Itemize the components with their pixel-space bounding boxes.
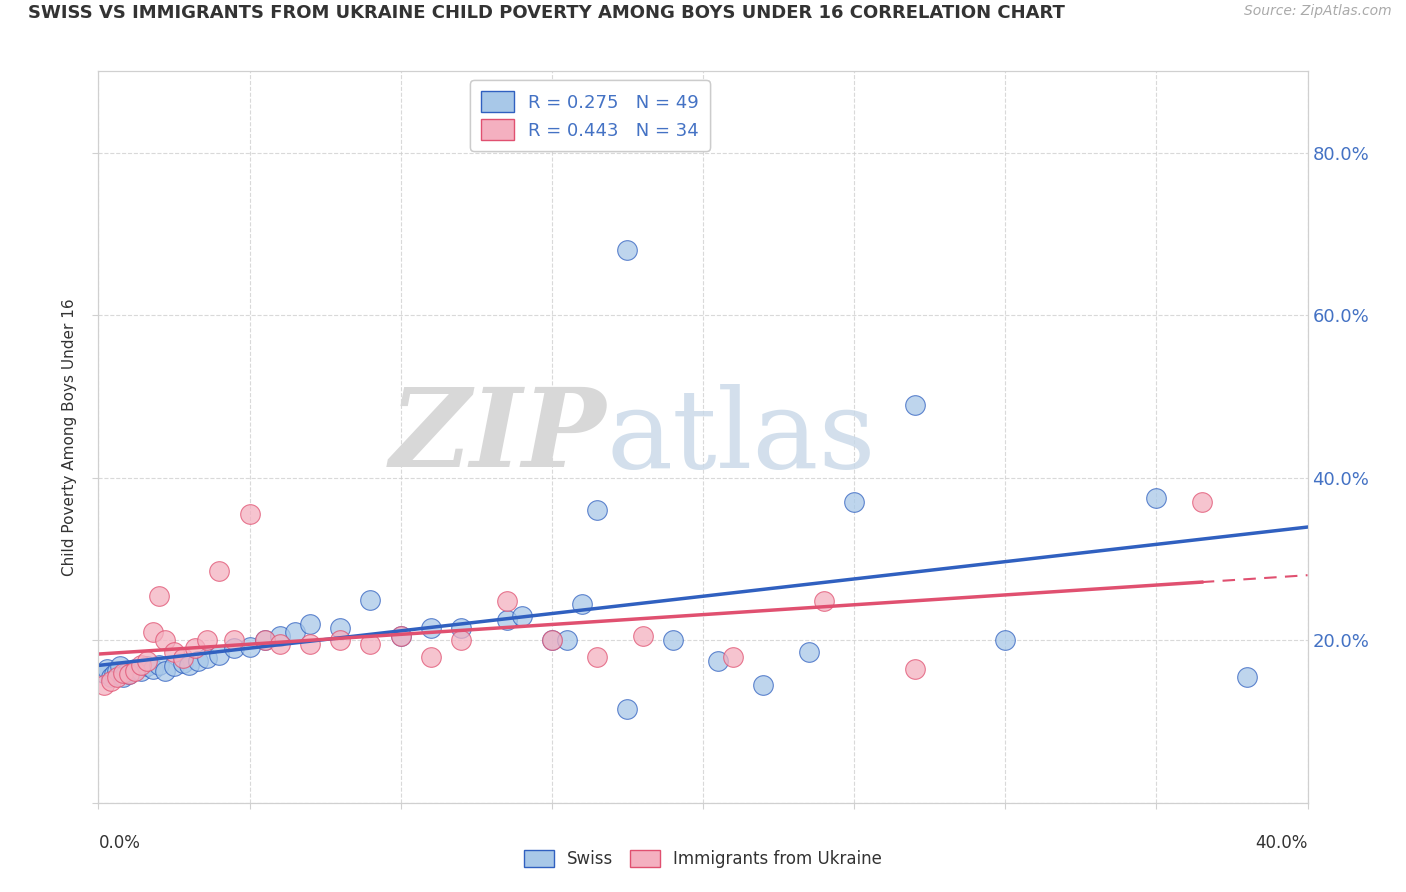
Point: [179, 657, 201, 672]
Point: [114, 665, 136, 680]
Point: [495, 613, 517, 627]
Point: [129, 664, 152, 678]
Point: [797, 645, 820, 659]
Point: [184, 641, 207, 656]
Point: [450, 633, 472, 648]
Point: [118, 667, 141, 681]
Point: [540, 633, 562, 648]
Point: [148, 657, 170, 672]
Point: [100, 673, 122, 688]
Point: [495, 594, 517, 608]
Text: SWISS VS IMMIGRANTS FROM UKRAINE CHILD POVERTY AMONG BOYS UNDER 16 CORRELATION C: SWISS VS IMMIGRANTS FROM UKRAINE CHILD P…: [28, 4, 1064, 22]
Point: [208, 564, 231, 578]
Point: [124, 664, 146, 678]
Point: [1191, 495, 1213, 509]
Point: [723, 649, 745, 664]
Point: [118, 667, 141, 681]
Point: [142, 625, 165, 640]
Point: [172, 651, 194, 665]
Point: [707, 654, 730, 668]
Point: [153, 633, 176, 648]
Point: [195, 651, 218, 665]
Point: [299, 637, 322, 651]
Point: [105, 670, 128, 684]
Point: [994, 633, 1017, 648]
Point: [129, 657, 152, 672]
Text: 0.0%: 0.0%: [98, 834, 141, 852]
Point: [1236, 670, 1258, 684]
Point: [103, 667, 125, 681]
Point: [239, 640, 262, 654]
Point: [571, 597, 593, 611]
Text: ZIP: ZIP: [389, 384, 606, 491]
Point: [329, 621, 352, 635]
Point: [284, 625, 307, 640]
Point: [813, 594, 835, 608]
Point: [360, 637, 382, 651]
Point: [100, 670, 122, 684]
Point: [904, 398, 927, 412]
Text: 40.0%: 40.0%: [1256, 834, 1308, 852]
Point: [389, 629, 412, 643]
Point: [1144, 491, 1167, 505]
Point: [111, 670, 134, 684]
Point: [93, 665, 115, 680]
Point: [135, 654, 157, 668]
Point: [111, 665, 134, 680]
Point: [108, 659, 131, 673]
Point: [450, 621, 472, 635]
Point: [389, 629, 412, 643]
Point: [420, 621, 443, 635]
Point: [153, 664, 176, 678]
Legend: Swiss, Immigrants from Ukraine: Swiss, Immigrants from Ukraine: [517, 843, 889, 875]
Legend: R = 0.275   N = 49, R = 0.443   N = 34: R = 0.275 N = 49, R = 0.443 N = 34: [470, 80, 710, 151]
Point: [269, 629, 291, 643]
Point: [253, 633, 276, 648]
Point: [510, 608, 533, 623]
Point: [555, 633, 578, 648]
Point: [360, 592, 382, 607]
Point: [172, 656, 194, 670]
Y-axis label: Child Poverty Among Boys Under 16: Child Poverty Among Boys Under 16: [62, 298, 77, 576]
Point: [752, 678, 775, 692]
Point: [662, 633, 685, 648]
Point: [124, 662, 146, 676]
Point: [163, 645, 186, 659]
Text: Source: ZipAtlas.com: Source: ZipAtlas.com: [1244, 4, 1392, 19]
Point: [96, 662, 118, 676]
Point: [616, 243, 638, 257]
Point: [142, 662, 165, 676]
Point: [195, 633, 218, 648]
Point: [224, 633, 246, 648]
Point: [329, 633, 352, 648]
Point: [135, 659, 157, 673]
Point: [93, 678, 115, 692]
Point: [586, 649, 609, 664]
Point: [148, 589, 170, 603]
Point: [904, 662, 927, 676]
Point: [224, 641, 246, 656]
Point: [105, 664, 128, 678]
Point: [540, 633, 562, 648]
Point: [631, 629, 654, 643]
Point: [187, 654, 209, 668]
Point: [299, 617, 322, 632]
Point: [253, 633, 276, 648]
Text: atlas: atlas: [606, 384, 876, 491]
Point: [239, 508, 262, 522]
Point: [586, 503, 609, 517]
Point: [616, 702, 638, 716]
Point: [163, 659, 186, 673]
Point: [208, 648, 231, 662]
Point: [269, 637, 291, 651]
Point: [420, 649, 443, 664]
Point: [844, 495, 866, 509]
